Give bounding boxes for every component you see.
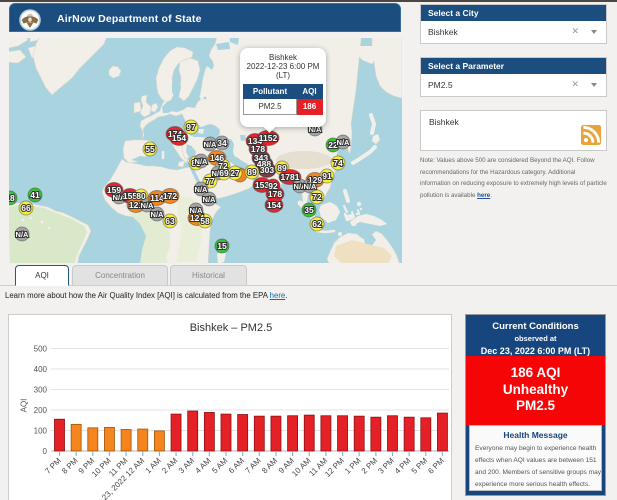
svg-text:12 PM: 12 PM — [323, 456, 346, 479]
svg-text:4 PM: 4 PM — [393, 456, 413, 476]
svg-text:159: 159 — [107, 185, 121, 195]
svg-text:18: 18 — [9, 193, 15, 203]
svg-text:200: 200 — [34, 406, 48, 415]
svg-text:0: 0 — [43, 447, 48, 456]
svg-text:55: 55 — [145, 144, 155, 154]
svg-text:500: 500 — [34, 345, 48, 354]
svg-text:N/A: N/A — [113, 193, 127, 202]
svg-text:178: 178 — [268, 189, 282, 199]
svg-text:77: 77 — [205, 176, 215, 186]
svg-text:N/A: N/A — [204, 140, 218, 149]
svg-text:400: 400 — [34, 365, 48, 374]
svg-text:15: 15 — [217, 241, 227, 251]
svg-text:1 PM: 1 PM — [343, 456, 363, 476]
svg-text:N/A: N/A — [190, 206, 204, 215]
svg-text:121: 121 — [129, 200, 143, 210]
svg-text:41: 41 — [30, 190, 40, 200]
svg-text:N/A: N/A — [195, 185, 209, 194]
svg-text:34: 34 — [217, 138, 227, 148]
svg-text:124: 124 — [190, 213, 204, 223]
svg-text:488: 488 — [257, 159, 271, 169]
svg-text:69: 69 — [219, 168, 229, 178]
svg-text:N/A: N/A — [203, 195, 217, 204]
svg-text:N/A: N/A — [151, 210, 165, 219]
svg-text:72: 72 — [218, 161, 228, 171]
svg-text:153: 153 — [255, 180, 269, 190]
svg-text:80: 80 — [136, 191, 146, 201]
svg-text:N/A: N/A — [304, 182, 318, 191]
svg-text:3 AM: 3 AM — [177, 456, 196, 475]
svg-text:154: 154 — [267, 200, 281, 210]
svg-text:172: 172 — [163, 191, 177, 201]
svg-text:22: 22 — [328, 140, 338, 150]
svg-text:3 PM: 3 PM — [376, 456, 396, 476]
svg-text:129: 129 — [308, 175, 322, 185]
svg-text:1152: 1152 — [259, 133, 278, 143]
svg-text:8 PM: 8 PM — [60, 456, 80, 476]
svg-text:97: 97 — [186, 122, 196, 132]
svg-text:4 AM: 4 AM — [193, 456, 212, 475]
svg-text:5 PM: 5 PM — [410, 456, 430, 476]
svg-text:155: 155 — [123, 191, 137, 201]
svg-text:178: 178 — [251, 144, 265, 154]
svg-text:300: 300 — [34, 386, 48, 395]
svg-text:7 AM: 7 AM — [243, 456, 262, 475]
svg-text:8 AM: 8 AM — [260, 456, 279, 475]
svg-text:2 PM: 2 PM — [360, 456, 380, 476]
svg-text:83: 83 — [191, 158, 201, 168]
svg-text:N/A: N/A — [337, 138, 351, 147]
svg-text:174: 174 — [168, 129, 182, 139]
svg-text:146: 146 — [210, 153, 224, 163]
svg-text:303: 303 — [260, 165, 274, 175]
svg-text:72: 72 — [312, 192, 322, 202]
svg-text:5 AM: 5 AM — [210, 456, 229, 475]
svg-text:89: 89 — [247, 167, 257, 177]
svg-text:154: 154 — [172, 133, 186, 143]
svg-text:74: 74 — [333, 158, 343, 168]
svg-text:92: 92 — [268, 181, 278, 191]
svg-text:1781: 1781 — [281, 172, 300, 182]
svg-text:114: 114 — [150, 193, 164, 203]
svg-text:7 PM: 7 PM — [43, 456, 63, 476]
svg-text:1 AM: 1 AM — [144, 456, 163, 475]
svg-text:N/A: N/A — [294, 182, 308, 191]
svg-text:89: 89 — [277, 163, 287, 173]
svg-text:134: 134 — [248, 136, 262, 146]
svg-text:2 AM: 2 AM — [160, 456, 179, 475]
svg-text:63: 63 — [165, 216, 175, 226]
svg-text:58: 58 — [200, 216, 210, 226]
svg-text:N/A: N/A — [141, 201, 155, 210]
svg-text:66: 66 — [21, 203, 31, 213]
svg-text:100: 100 — [34, 427, 48, 436]
svg-text:6 PM: 6 PM — [426, 456, 446, 476]
svg-text:N/A: N/A — [212, 169, 226, 178]
svg-text:27: 27 — [230, 168, 240, 178]
svg-text:N/A: N/A — [309, 125, 323, 134]
svg-text:91: 91 — [322, 171, 332, 181]
svg-text:35: 35 — [304, 205, 314, 215]
svg-text:343: 343 — [254, 153, 268, 163]
svg-text:N/A: N/A — [195, 157, 209, 166]
svg-text:6 AM: 6 AM — [227, 456, 246, 475]
svg-text:N/A: N/A — [16, 230, 30, 239]
svg-text:62: 62 — [312, 219, 322, 229]
